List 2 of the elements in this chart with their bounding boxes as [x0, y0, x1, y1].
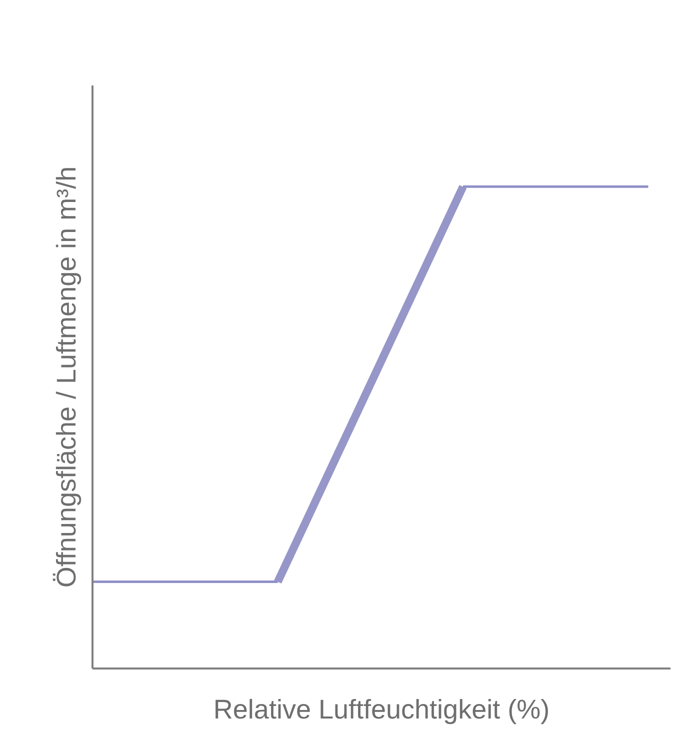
y-axis-title: Öffnungsfläche / Luftmenge in m³/h	[52, 166, 82, 588]
x-axis-title: Relative Luftfeuchtigkeit (%)	[213, 694, 550, 724]
